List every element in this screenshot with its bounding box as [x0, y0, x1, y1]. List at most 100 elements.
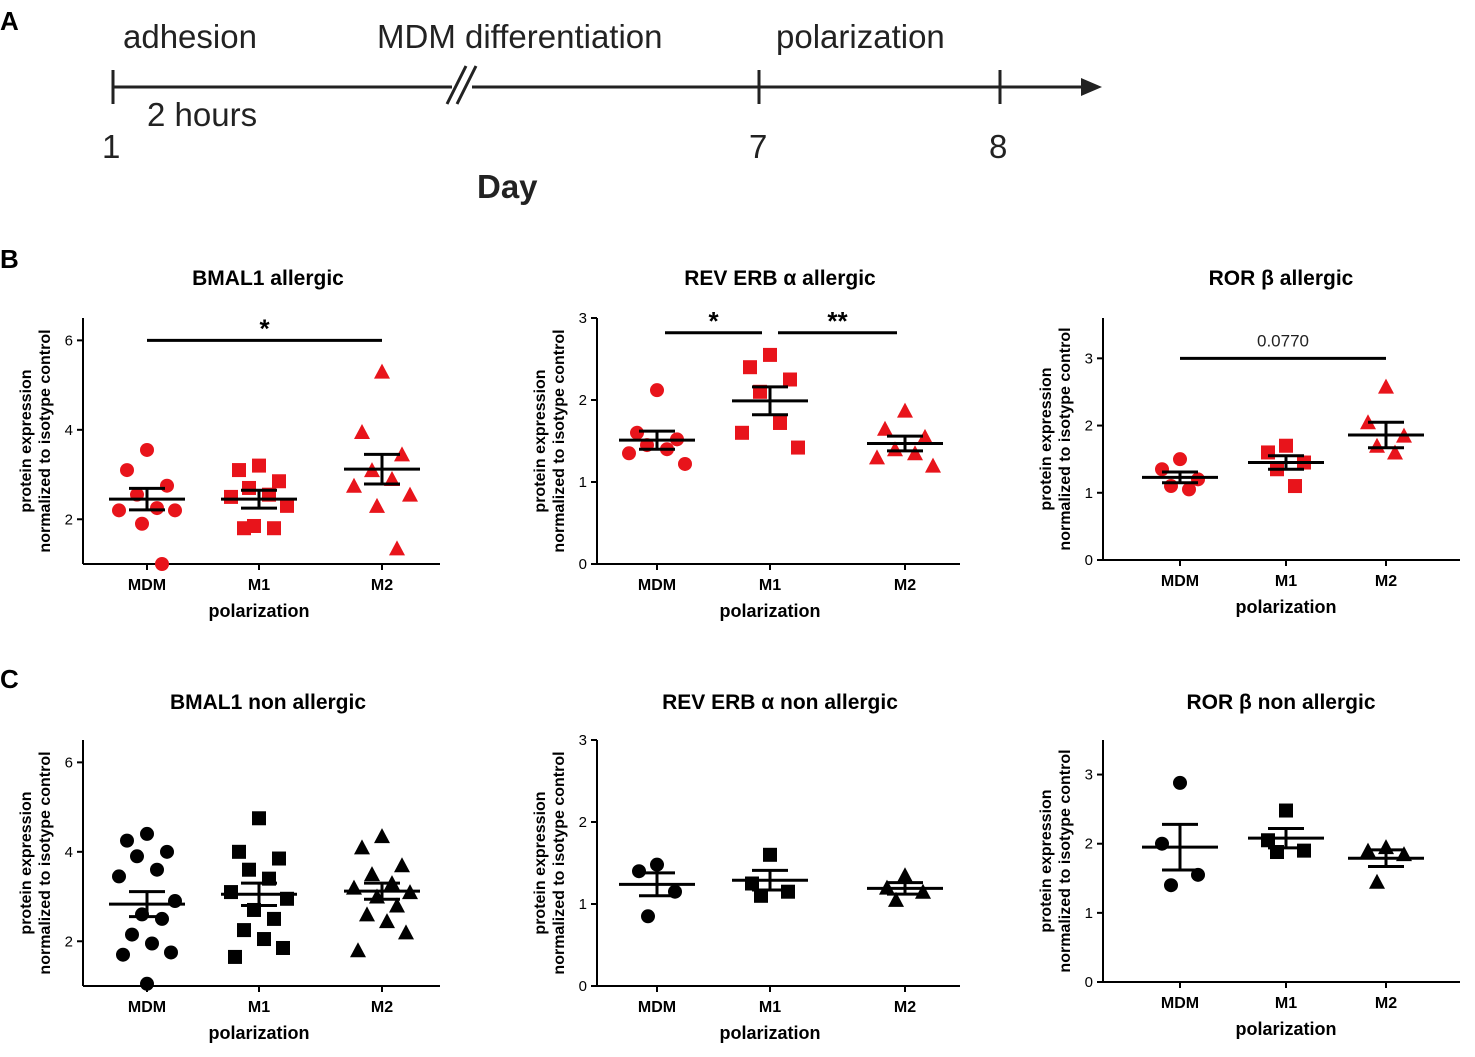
- x-axis-label: polarization: [1235, 1019, 1336, 1039]
- data-point: [354, 424, 370, 440]
- y-tick-label: 2: [65, 933, 73, 950]
- x-tick-label: M2: [371, 999, 393, 1016]
- y-tick-label: 6: [65, 754, 73, 771]
- x-tick-label: M2: [1375, 573, 1397, 590]
- data-point: [783, 372, 797, 387]
- data-point: [252, 458, 266, 473]
- y-tick-label: 3: [1085, 767, 1093, 784]
- x-tick-label: M1: [1275, 995, 1297, 1012]
- chart-1: BMAL1 allergic 2 4 6 protein expression norma…: [18, 267, 440, 621]
- panel-label-b: B: [0, 244, 19, 274]
- x-tick-label: MDM: [638, 999, 676, 1016]
- data-point: [224, 885, 238, 900]
- x-tick-label: M1: [759, 999, 781, 1016]
- y-tick-label: 3: [579, 732, 587, 749]
- data-point: [164, 945, 178, 960]
- data-point: [252, 811, 266, 826]
- chart-title: ROR β allergic: [1209, 267, 1354, 290]
- data-point: [622, 446, 636, 461]
- data-point: [632, 864, 646, 879]
- chart-title: BMAL1 allergic: [192, 267, 344, 290]
- data-point: [384, 471, 400, 487]
- data-point: [228, 949, 242, 964]
- y-axis-label-line2: normalized to isotype control: [551, 329, 568, 552]
- y-tick-label: 6: [65, 332, 73, 349]
- data-point: [346, 477, 362, 493]
- data-point: [272, 851, 286, 866]
- data-point: [781, 884, 795, 899]
- data-point: [1173, 775, 1187, 790]
- timeline-break-mark-1: [445, 65, 468, 105]
- y-tick-label: 1: [1085, 485, 1093, 502]
- significance-label: 0.0770: [1257, 331, 1309, 350]
- phase-polarization: polarization: [776, 18, 945, 55]
- y-tick-label: 1: [579, 896, 587, 913]
- phase-mdm-differentiation: MDM differentiation: [377, 18, 663, 55]
- day-1-label: 1: [102, 128, 120, 165]
- data-point: [374, 828, 390, 844]
- data-point: [763, 347, 777, 362]
- data-point: [650, 383, 664, 398]
- data-point: [112, 869, 126, 884]
- y-tick-label: 1: [1085, 905, 1093, 922]
- x-tick-label: M1: [248, 577, 270, 594]
- data-point: [125, 927, 139, 942]
- y-tick-label: 0: [1085, 974, 1093, 991]
- x-tick-label: MDM: [128, 577, 166, 594]
- data-point: [1182, 482, 1196, 497]
- data-point: [257, 932, 271, 947]
- data-point: [232, 463, 246, 478]
- y-axis-label-line1: protein expression: [532, 369, 549, 512]
- data-point: [1297, 843, 1311, 858]
- data-point: [887, 441, 903, 457]
- data-point: [160, 478, 174, 493]
- data-point: [130, 849, 144, 864]
- data-point: [897, 867, 913, 883]
- chart-5: REV ERB α non allergic 0 1 2 3 protein expres…: [532, 691, 960, 1043]
- y-axis-label-line2: normalized to isotype control: [1057, 749, 1074, 972]
- significance-label: *: [259, 313, 270, 343]
- data-point: [135, 516, 149, 531]
- x-tick-label: M2: [894, 999, 916, 1016]
- data-point: [897, 402, 913, 418]
- x-tick-label: M2: [1375, 995, 1397, 1012]
- data-point: [364, 866, 380, 882]
- data-point: [168, 503, 182, 518]
- data-point: [350, 942, 366, 958]
- data-point: [1164, 479, 1178, 494]
- data-point: [394, 857, 410, 873]
- data-point: [745, 876, 759, 891]
- data-point: [120, 833, 134, 848]
- day-7-label: 7: [749, 128, 767, 165]
- data-point: [155, 557, 169, 571]
- data-point: [150, 862, 164, 877]
- data-point: [272, 474, 286, 489]
- data-point: [267, 521, 281, 536]
- data-point: [1369, 873, 1385, 889]
- y-tick-label: 2: [1085, 418, 1093, 435]
- data-point: [888, 891, 904, 907]
- chart-title: BMAL1 non allergic: [170, 691, 366, 714]
- data-point: [140, 976, 154, 991]
- y-tick-label: 2: [579, 814, 587, 831]
- data-point: [1279, 803, 1293, 818]
- y-axis-label-line1: protein expression: [18, 369, 35, 512]
- data-point: [389, 540, 405, 556]
- x-tick-label: M2: [894, 577, 916, 594]
- data-point: [1173, 452, 1187, 467]
- y-axis-label-line2: normalized to isotype control: [551, 751, 568, 974]
- y-tick-label: 4: [65, 844, 73, 861]
- y-tick-label: 0: [1085, 552, 1093, 569]
- x-tick-label: MDM: [128, 999, 166, 1016]
- data-point: [168, 894, 182, 909]
- data-point: [140, 442, 154, 457]
- data-point: [743, 360, 757, 375]
- y-axis-label-line2: normalized to isotype control: [37, 751, 54, 974]
- data-point: [242, 480, 256, 495]
- x-axis-label: polarization: [719, 1023, 820, 1043]
- chart-title: REV ERB α allergic: [684, 267, 876, 290]
- y-axis-label-line2: normalized to isotype control: [37, 329, 54, 552]
- data-point: [791, 440, 805, 455]
